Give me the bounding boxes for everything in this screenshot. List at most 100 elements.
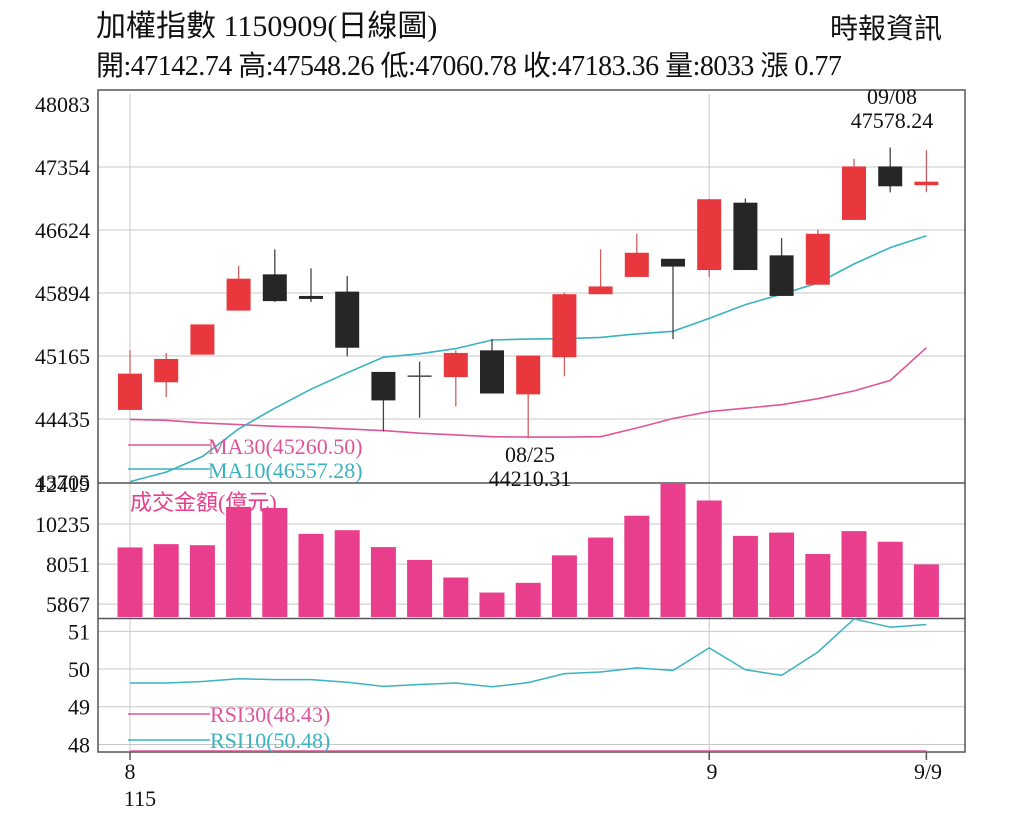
volume-bar xyxy=(153,544,179,617)
y-tick-label: 45894 xyxy=(35,281,90,306)
candlestick xyxy=(733,198,758,271)
candlestick xyxy=(878,147,903,193)
chart-title: 加權指數 1150909(日線圖) xyxy=(96,10,438,43)
volume-bar xyxy=(334,530,360,617)
annotation-high-date: 09/08 xyxy=(867,84,917,109)
candle-body xyxy=(190,324,215,355)
volume-axis: 12419 10235 8051 5867 xyxy=(35,472,90,617)
y-tick-label: 50 xyxy=(68,657,90,682)
y-tick-label: 51 xyxy=(68,619,90,644)
volume-bar xyxy=(298,533,324,617)
candlestick xyxy=(299,268,323,302)
rsi-legend: RSI30(48.43) RSI10(50.48) xyxy=(128,702,330,753)
plot-frame xyxy=(97,89,966,753)
candlestick xyxy=(407,361,432,418)
volume-bar xyxy=(624,515,650,617)
panel-frames xyxy=(97,89,966,760)
candle-body xyxy=(842,166,866,220)
x-tick-label: 9 xyxy=(707,759,718,784)
candle-body xyxy=(443,352,468,378)
ma10-line xyxy=(129,234,927,483)
candle-body xyxy=(697,199,722,271)
y-tick-label: 44435 xyxy=(35,407,90,432)
y-tick-label: 10235 xyxy=(35,512,90,537)
candlestick xyxy=(661,258,685,340)
candlestick xyxy=(769,238,794,296)
candle-body xyxy=(516,355,541,395)
rsi-axis: 51 50 49 48 xyxy=(68,619,90,757)
source-label: 時報資訊 xyxy=(830,14,943,45)
candlestick xyxy=(118,350,142,410)
volume-bar xyxy=(226,506,252,617)
candlestick xyxy=(842,158,866,220)
candle-body xyxy=(914,181,939,186)
candle-body xyxy=(371,371,396,401)
candle-body xyxy=(624,252,649,277)
legend-ma10-label: MA10(46557.28) xyxy=(208,458,363,483)
volume-bar xyxy=(407,559,433,617)
price-axis: 48083 47354 46624 45894 45165 44435 43705 xyxy=(35,92,90,495)
volume-bar xyxy=(588,537,614,617)
x-tick-label: 9/9 xyxy=(914,759,942,784)
candlestick xyxy=(190,324,215,355)
candle-body xyxy=(588,286,613,295)
volume-bars xyxy=(117,483,939,617)
y-tick-label: 5867 xyxy=(46,592,90,617)
y-tick-label: 47354 xyxy=(35,155,90,180)
volume-bar xyxy=(551,555,577,617)
x-year-label: 115 xyxy=(124,786,156,811)
candlestick xyxy=(552,292,577,377)
candlestick xyxy=(624,233,649,277)
candlestick xyxy=(697,199,722,277)
volume-bar xyxy=(805,554,831,617)
y-tick-label: 8051 xyxy=(46,552,90,577)
volume-bar xyxy=(515,582,541,617)
candle-body xyxy=(661,258,685,267)
legend-rsi30-label: RSI30(48.43) xyxy=(210,702,330,727)
volume-bar xyxy=(479,592,505,617)
candlestick xyxy=(914,150,939,193)
annotation-low-value: 44210.31 xyxy=(489,466,572,491)
y-tick-label: 43705 xyxy=(35,470,90,495)
volume-bar xyxy=(913,564,939,617)
candle-body xyxy=(299,295,323,299)
rsi-lines xyxy=(130,618,927,752)
volume-bar xyxy=(877,541,903,617)
candle-body xyxy=(226,278,251,311)
candlestick xyxy=(335,276,360,357)
candle-body xyxy=(769,255,794,296)
candlestick xyxy=(226,265,251,311)
rsi10-line xyxy=(130,618,927,688)
volume-bar xyxy=(370,547,396,617)
y-tick-label: 46624 xyxy=(35,218,90,243)
candle-body xyxy=(733,202,758,271)
volume-bar xyxy=(262,508,288,617)
price-legend: MA30(45260.50) MA10(46557.28) xyxy=(128,434,363,483)
candle-body xyxy=(262,274,287,302)
volume-bar xyxy=(189,545,215,617)
candlestick xyxy=(516,355,541,439)
legend-ma30-label: MA30(45260.50) xyxy=(208,434,363,459)
volume-bar xyxy=(696,500,722,617)
volume-bar xyxy=(841,531,867,617)
volume-bar xyxy=(769,532,795,617)
candle-body xyxy=(154,358,179,383)
x-axis: 8 9 9/9 115 xyxy=(124,759,942,811)
volume-title: 成交金額(億元) xyxy=(130,490,277,515)
candle-body xyxy=(552,294,577,358)
candlestick xyxy=(480,339,504,394)
candle-body xyxy=(878,166,903,187)
y-tick-label: 12419 xyxy=(35,472,90,497)
y-tick-label: 48 xyxy=(68,732,90,757)
candlestick xyxy=(262,249,287,302)
volume-bar xyxy=(443,577,469,617)
legend-rsi10-label: RSI10(50.48) xyxy=(210,728,330,753)
candlestick xyxy=(154,352,179,397)
y-tick-label: 49 xyxy=(68,695,90,720)
y-tick-label: 48083 xyxy=(35,92,90,117)
volume-bar xyxy=(660,483,686,617)
candle-body xyxy=(480,350,504,394)
volume-bar xyxy=(117,547,143,617)
annotation-high-value: 47578.24 xyxy=(851,108,934,133)
